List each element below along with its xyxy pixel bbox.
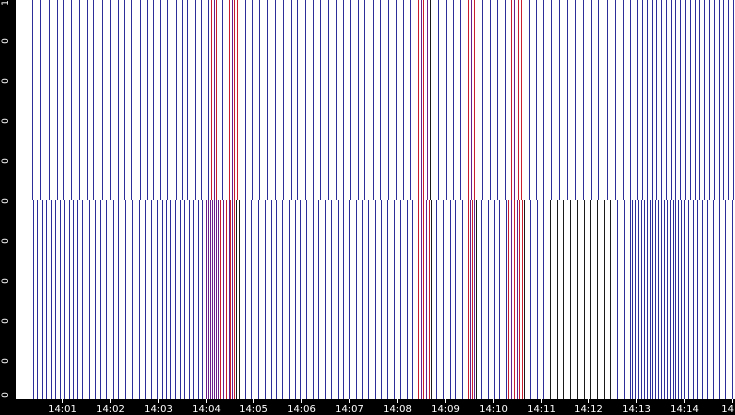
x-tick-label: 14:03 bbox=[144, 404, 173, 415]
bottom-panel-events bbox=[33, 200, 733, 399]
x-tick-label: 14:06 bbox=[287, 404, 316, 415]
x-tick-label: 14:07 bbox=[335, 404, 364, 415]
x-tick-label: 14:12 bbox=[574, 404, 603, 415]
x-tick-label: 14:14 bbox=[670, 404, 699, 415]
x-tick-label: 14:04 bbox=[192, 404, 221, 415]
y-tick-label: 0 bbox=[1, 392, 11, 398]
y-axis-labels: 1 0 0 0 0 0 0 0 0 0 0 bbox=[1, 0, 11, 398]
x-tick-label: 14:1 bbox=[721, 404, 735, 415]
y-tick-label: 0 bbox=[1, 198, 11, 204]
y-tick-label: 0 bbox=[1, 318, 11, 324]
y-tick-label: 0 bbox=[1, 238, 11, 244]
y-tick-label: 0 bbox=[1, 158, 11, 164]
y-tick-label: 0 bbox=[1, 78, 11, 84]
x-tick-label: 14:08 bbox=[383, 404, 412, 415]
y-tick-label: 0 bbox=[1, 278, 11, 284]
y-tick-label: 1 bbox=[1, 0, 11, 6]
y-tick-label: 0 bbox=[1, 358, 11, 364]
y-tick-label: 0 bbox=[1, 38, 11, 44]
y-tick-label: 0 bbox=[1, 118, 11, 124]
x-tick-label: 14:09 bbox=[431, 404, 460, 415]
x-tick-label: 14:10 bbox=[479, 404, 508, 415]
x-axis-labels: 14:01 14:02 14:03 14:04 14:05 14:06 14:07 14:08… bbox=[48, 399, 735, 415]
x-tick-label: 14:13 bbox=[622, 404, 651, 415]
x-tick-label: 14:02 bbox=[96, 404, 125, 415]
x-tick-label: 14:01 bbox=[48, 404, 77, 415]
top-panel-events bbox=[32, 0, 734, 200]
x-tick-label: 14:11 bbox=[527, 404, 556, 415]
x-tick-label: 14:05 bbox=[239, 404, 268, 415]
